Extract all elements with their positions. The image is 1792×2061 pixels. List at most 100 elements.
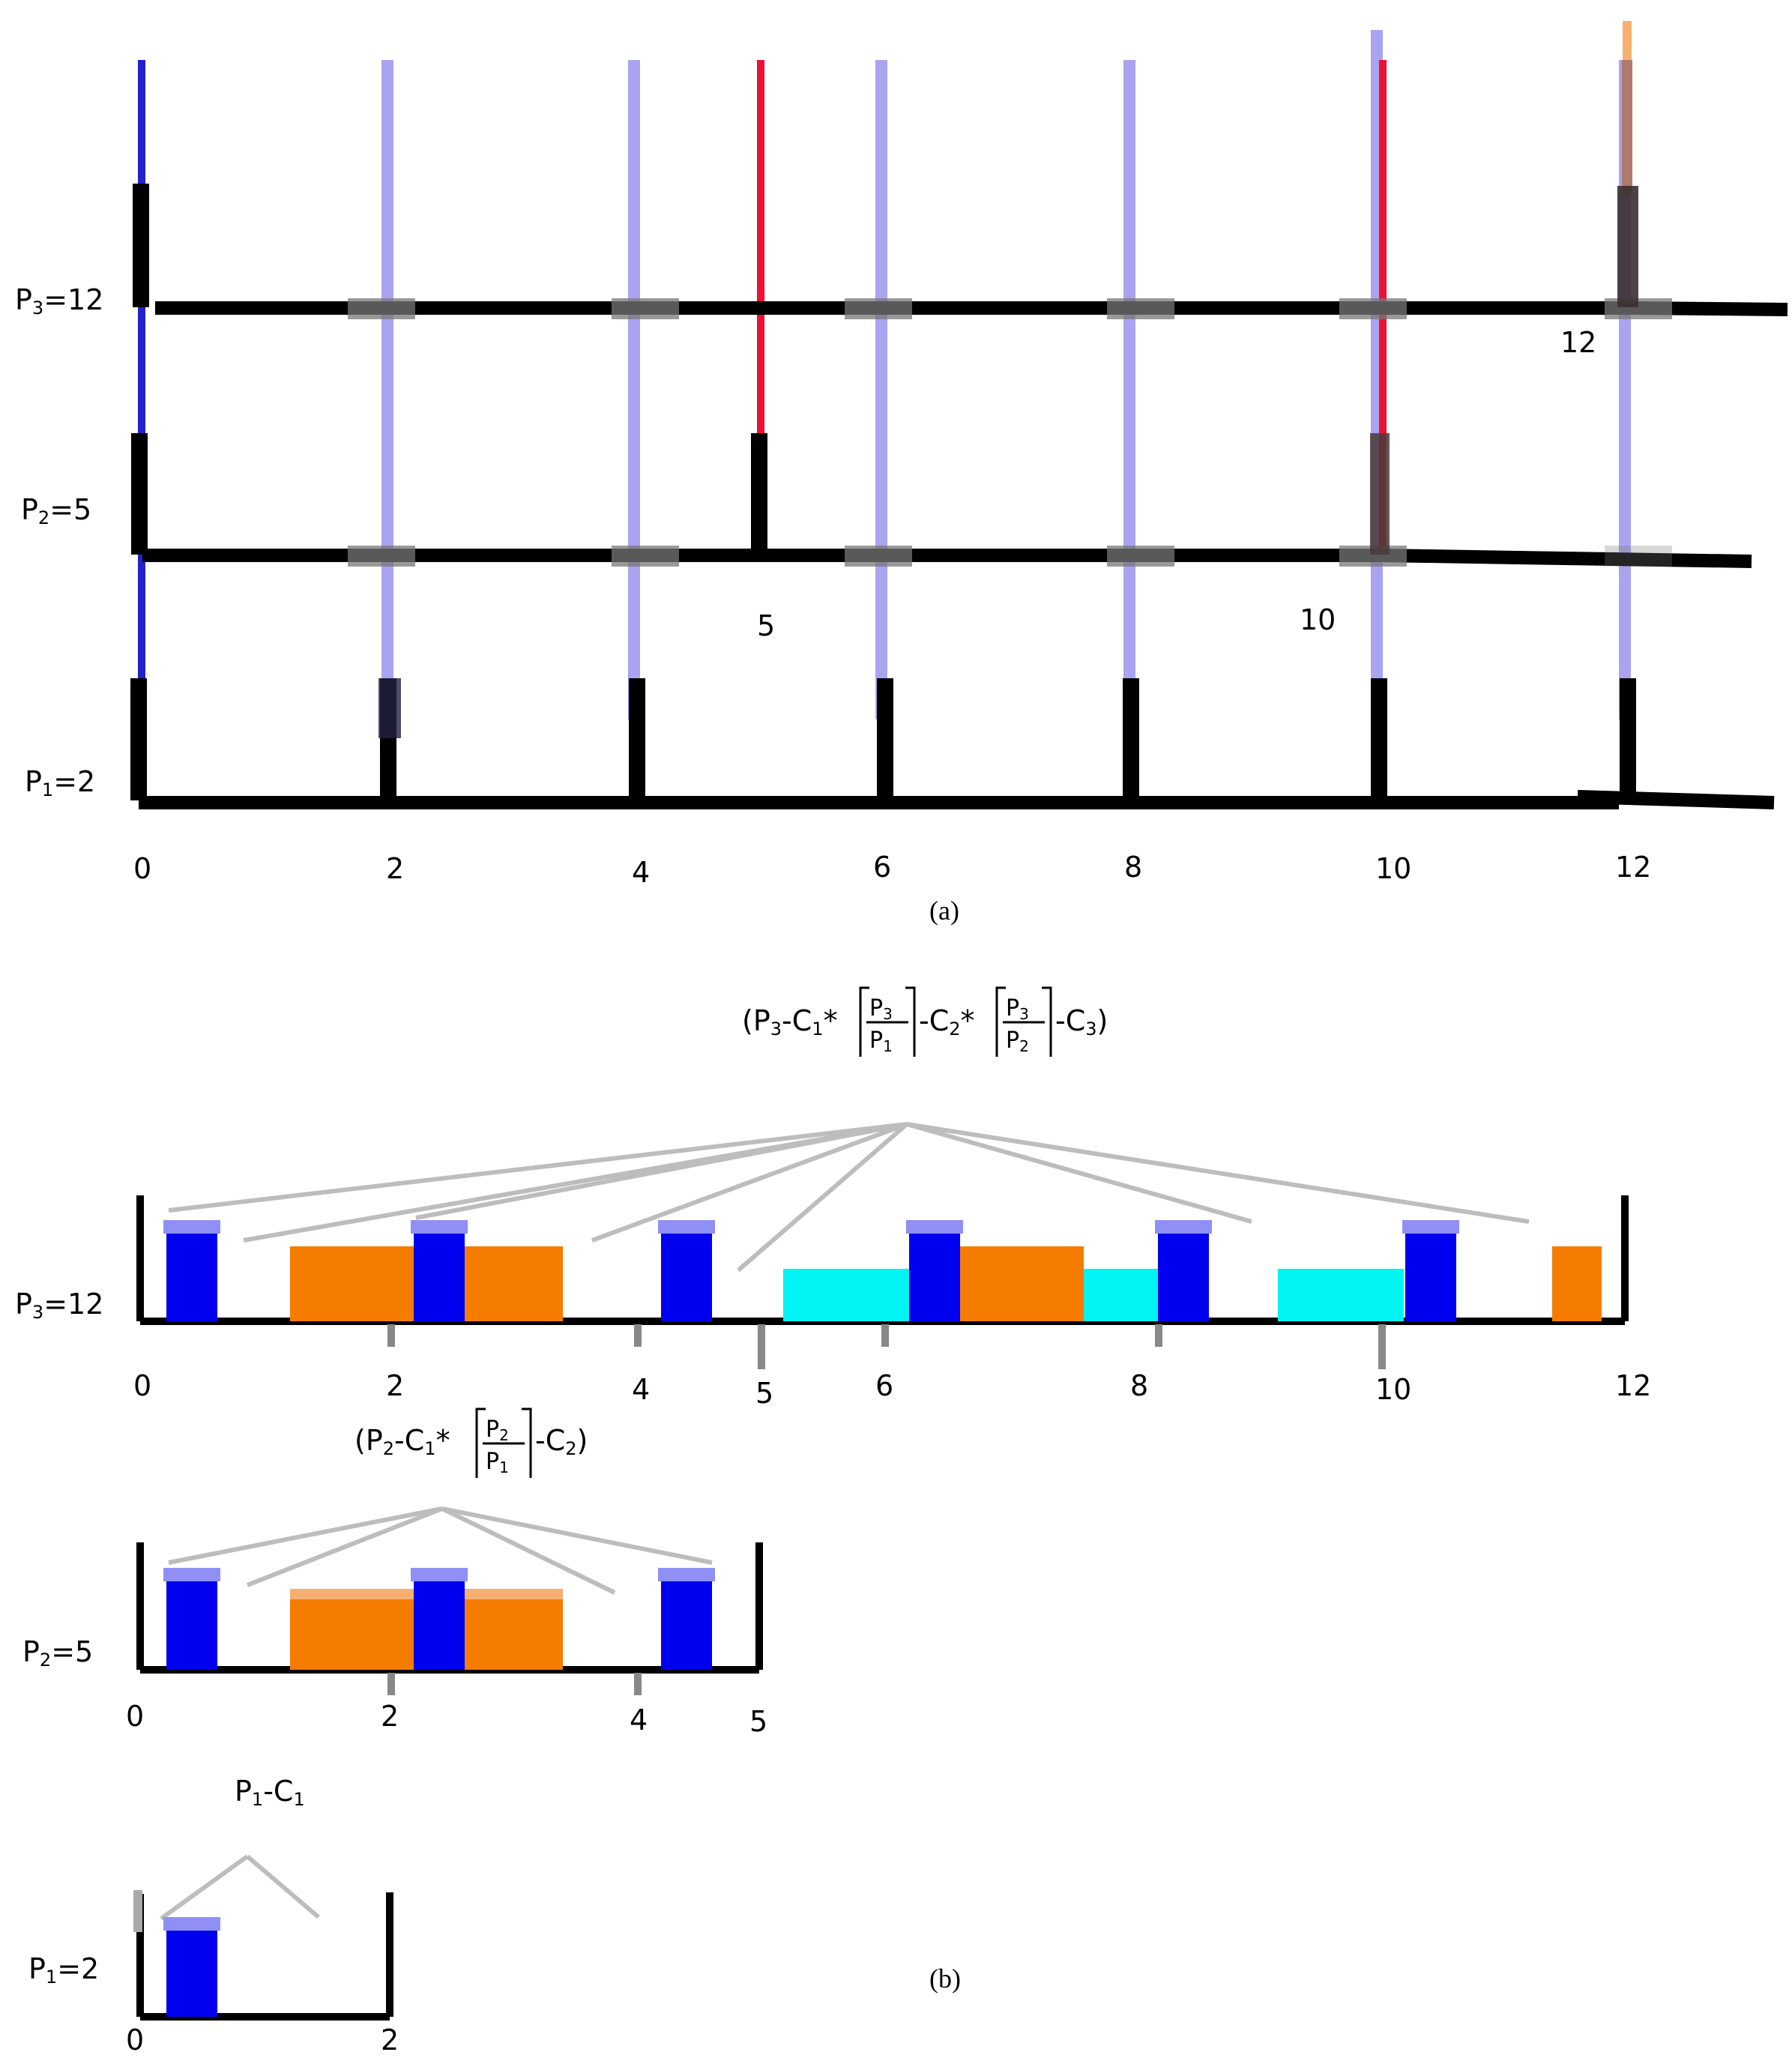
tick-label: 10 bbox=[1375, 852, 1411, 885]
p3-end-annotation: 12 bbox=[1560, 326, 1596, 359]
fan-line bbox=[246, 1854, 320, 1919]
cyan-block bbox=[783, 1269, 909, 1321]
formula-text: -C2* bbox=[919, 1004, 975, 1039]
cross-mark bbox=[845, 298, 912, 319]
p3-blocks bbox=[163, 1220, 1602, 1321]
blue-block bbox=[414, 1220, 465, 1321]
p1-frame-shadow bbox=[133, 1890, 142, 1932]
fan-line bbox=[906, 1122, 1252, 1224]
p3-x-axis: 0 2 4 5 6 8 10 12 bbox=[133, 1369, 1651, 1410]
tick-label: 6 bbox=[875, 1369, 893, 1402]
block-cap bbox=[163, 1220, 220, 1234]
block-cap bbox=[163, 1917, 220, 1931]
formula-text: -C2) bbox=[535, 1424, 588, 1459]
p3-formula: (P3-C1* P3 P1 -C2* P3 P2 -C3) bbox=[742, 986, 1108, 1057]
block-cap bbox=[1155, 1220, 1212, 1234]
formula-text: (P2-C1* bbox=[355, 1424, 450, 1459]
fan-line bbox=[737, 1122, 908, 1273]
p2-fan-lines bbox=[168, 1506, 713, 1595]
p1-formula: P1-C1 bbox=[235, 1775, 305, 1810]
p1-release-guides bbox=[381, 30, 1631, 719]
orange-block bbox=[1552, 1246, 1602, 1321]
crossing-marks bbox=[348, 298, 1672, 567]
part-a-x-axis: 0 2 4 6 8 10 12 bbox=[133, 851, 1651, 889]
tick-label: 2 bbox=[381, 1700, 399, 1733]
part-a-timeline: P3=12 P2=5 P1=2 12 5 10 0 2 4 6 8 10 12 … bbox=[15, 21, 1788, 926]
tick-label: 8 bbox=[1124, 851, 1142, 884]
p2-formula: (P2-C1* P2 P1 -C2) bbox=[355, 1407, 588, 1478]
fan-line bbox=[441, 1506, 616, 1595]
p2-release-10-shaded bbox=[1370, 433, 1390, 555]
p1-timeline-tail bbox=[1577, 790, 1775, 809]
blue-block bbox=[166, 1568, 217, 1670]
p1-row-label: P1=2 bbox=[25, 765, 95, 800]
fraction-numerator: P3 bbox=[869, 995, 893, 1023]
fraction-denominator: P1 bbox=[869, 1028, 893, 1055]
p1-fan-lines bbox=[160, 1854, 320, 1921]
part-b-schedules: (P3-C1* P3 P1 -C2* P3 P2 -C3) bbox=[15, 986, 1651, 2057]
p2-blocks bbox=[163, 1568, 715, 1670]
ceil-bracket bbox=[859, 986, 916, 1057]
tick-label: 8 bbox=[1130, 1369, 1148, 1402]
tick-label: 6 bbox=[873, 851, 891, 884]
tick-label: 12 bbox=[1615, 851, 1651, 884]
p3-schedule-label: P3=12 bbox=[15, 1288, 103, 1323]
fan-line bbox=[415, 1122, 908, 1220]
tick-label: 4 bbox=[630, 1704, 648, 1736]
fan-line bbox=[246, 1506, 444, 1587]
cross-mark bbox=[612, 546, 679, 567]
p1-schedule-label: P1=2 bbox=[28, 1952, 99, 1988]
fraction-denominator: P1 bbox=[486, 1449, 509, 1476]
cross-mark bbox=[1107, 546, 1174, 567]
p2-x-axis: 0 2 4 5 bbox=[126, 1700, 767, 1738]
p2-axis-ticks bbox=[387, 1673, 642, 1695]
orange-block bbox=[462, 1246, 563, 1321]
fan-line bbox=[441, 1506, 713, 1565]
cyan-block bbox=[1278, 1269, 1404, 1321]
ceil-bracket bbox=[475, 1407, 532, 1478]
formula-text: (P3-C1* bbox=[742, 1004, 838, 1039]
p3-fan-lines bbox=[168, 1122, 1530, 1273]
tick-label: 2 bbox=[386, 852, 404, 885]
caption-a: (a) bbox=[929, 896, 959, 926]
blue-block bbox=[1405, 1220, 1456, 1321]
fan-line bbox=[160, 1854, 249, 1921]
tick-label: 5 bbox=[755, 1377, 773, 1410]
p2-first-deadline-annotation: 5 bbox=[757, 609, 775, 642]
p2-timeline-tail bbox=[1378, 549, 1752, 568]
cyan-block bbox=[1079, 1269, 1160, 1321]
blue-block bbox=[661, 1568, 712, 1670]
cross-mark bbox=[348, 298, 415, 319]
fan-line bbox=[168, 1506, 443, 1565]
p3-release-12-shaded bbox=[1617, 186, 1638, 307]
fraction-numerator: P2 bbox=[486, 1416, 509, 1444]
fraction-denominator: P2 bbox=[1006, 1028, 1029, 1055]
tick-label: 0 bbox=[126, 1700, 144, 1733]
p2-second-deadline-annotation: 10 bbox=[1300, 603, 1336, 636]
blue-block bbox=[1158, 1220, 1209, 1321]
cross-mark bbox=[1605, 546, 1672, 567]
blue-block bbox=[661, 1220, 712, 1321]
blue-block bbox=[909, 1220, 960, 1321]
fraction-numerator: P3 bbox=[1006, 995, 1029, 1023]
formula-text: -C3) bbox=[1055, 1004, 1108, 1039]
blue-block-caps bbox=[163, 1568, 715, 1581]
p1-x-axis: 0 2 bbox=[126, 2024, 399, 2057]
tick-label: 4 bbox=[632, 1373, 650, 1406]
blue-block bbox=[166, 1220, 217, 1321]
cross-mark bbox=[1339, 298, 1407, 319]
tick-label: 5 bbox=[749, 1705, 767, 1738]
tick-label: 0 bbox=[126, 2024, 144, 2057]
cross-mark bbox=[1107, 298, 1174, 319]
fan-line bbox=[168, 1122, 908, 1213]
p2-schedule-label: P2=5 bbox=[22, 1635, 93, 1671]
tick-label: 0 bbox=[133, 1369, 151, 1402]
fan-line bbox=[906, 1122, 1530, 1224]
block-cap bbox=[658, 1568, 715, 1581]
fan-line bbox=[591, 1122, 908, 1243]
orange-block bbox=[290, 1246, 416, 1321]
ceil-bracket bbox=[995, 986, 1052, 1057]
tick-label: 2 bbox=[386, 1369, 404, 1402]
p1-blocks bbox=[163, 1917, 220, 2017]
blue-block bbox=[166, 1917, 217, 2017]
